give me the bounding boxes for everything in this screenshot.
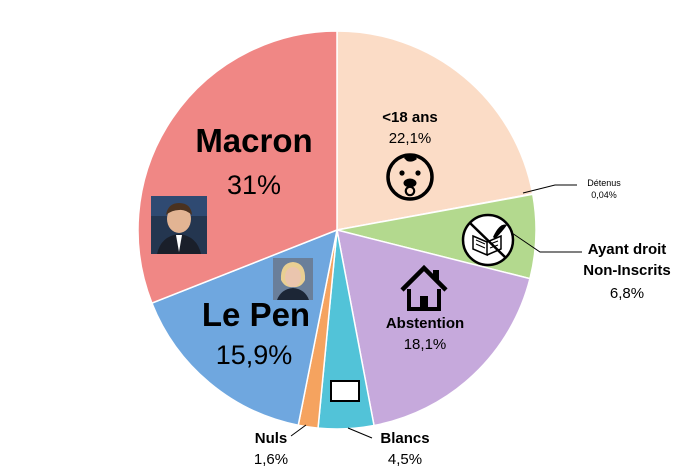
slice-value-le-pen: 15,9% bbox=[216, 340, 293, 370]
house-icon bbox=[400, 264, 448, 311]
nuls-leader-line bbox=[290, 424, 307, 437]
pie-slice-abstention bbox=[336, 228, 531, 427]
slice-value-nuls: 1,6% bbox=[254, 451, 288, 468]
baby-icon bbox=[386, 153, 434, 201]
chart-labels: Macron 31% Le Pen 15,9% <18 ans 22,1% Dé… bbox=[195, 109, 670, 468]
no-voting-book-icon bbox=[461, 213, 515, 267]
slice-value-detenus: 0,04% bbox=[591, 190, 617, 200]
blank-ballot-icon bbox=[330, 380, 360, 402]
slice-value-non-inscrits: 6,8% bbox=[610, 285, 644, 302]
slice-value-macron: 31% bbox=[227, 170, 281, 200]
slice-value-abstention: 18,1% bbox=[404, 336, 447, 353]
blancs-leader-line bbox=[347, 427, 373, 439]
le-pen-photo bbox=[273, 258, 313, 300]
non-inscrits-leader-line bbox=[511, 232, 582, 253]
slice-label-nuls: Nuls bbox=[255, 430, 288, 447]
slice-label-abstention: Abstention bbox=[386, 315, 464, 332]
slice-label-non-inscrits-line1: Ayant droit bbox=[588, 241, 667, 258]
slice-label-minors: <18 ans bbox=[382, 109, 437, 126]
slice-label-blancs: Blancs bbox=[380, 430, 429, 447]
slice-label-le-pen: Le Pen bbox=[202, 296, 310, 333]
slice-label-detenus: Détenus bbox=[587, 178, 621, 188]
detenus-leader-line bbox=[522, 184, 577, 194]
leader-lines bbox=[290, 184, 582, 439]
slice-label-macron: Macron bbox=[195, 122, 312, 159]
slice-value-minors: 22,1% bbox=[389, 130, 432, 147]
pie-slice-18-ans bbox=[336, 30, 534, 231]
macron-photo bbox=[151, 196, 207, 254]
slice-value-blancs: 4,5% bbox=[388, 451, 422, 468]
slice-label-non-inscrits-line2: Non-Inscrits bbox=[583, 262, 671, 279]
